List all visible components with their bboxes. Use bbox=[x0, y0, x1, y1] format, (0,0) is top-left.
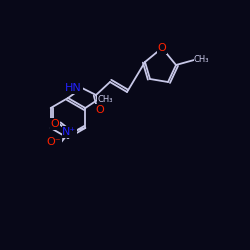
Text: CH₃: CH₃ bbox=[194, 56, 210, 64]
Text: O⁻: O⁻ bbox=[47, 137, 61, 147]
Text: O: O bbox=[158, 43, 166, 53]
Text: O: O bbox=[96, 105, 104, 115]
Text: HN: HN bbox=[65, 83, 82, 93]
Text: CH₃: CH₃ bbox=[97, 96, 113, 104]
Text: O: O bbox=[50, 119, 59, 129]
Text: N⁺: N⁺ bbox=[62, 127, 76, 137]
